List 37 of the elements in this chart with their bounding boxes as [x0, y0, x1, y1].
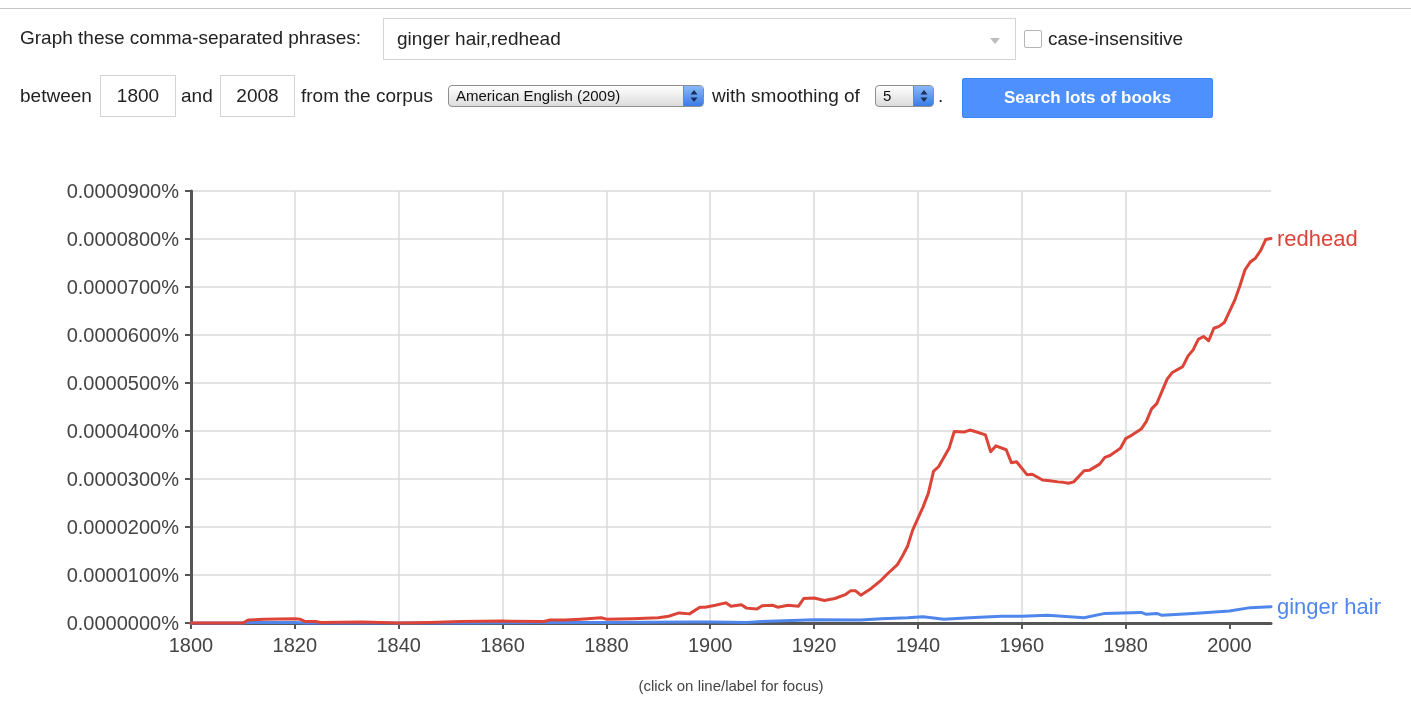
text: Graph these comma-separated phrases:	[20, 26, 362, 50]
y-tick-label: 0.0000600%	[66, 324, 180, 346]
y-tick-label: 0.0000800%	[66, 228, 180, 250]
text: between	[20, 84, 92, 108]
y-tick-label: 0.0000900%	[66, 180, 180, 202]
x-tick-label: 1960	[999, 634, 1045, 656]
x-tick-label: 1920	[791, 634, 837, 656]
search-button: Search lots of books	[962, 78, 1213, 118]
x-tick-label: 2000	[1207, 634, 1252, 656]
x-tick-label: 1880	[584, 634, 629, 656]
text-field: 2008	[220, 75, 295, 117]
dropdown: American English (2009)	[448, 85, 704, 107]
x-tick-label: 1860	[480, 634, 525, 656]
text: case-insensitive	[1048, 27, 1184, 51]
text-field: 1800	[100, 75, 176, 117]
text: from the corpus	[301, 84, 433, 108]
x-tick-label: 1800	[168, 634, 214, 656]
text: with smoothing of	[712, 84, 860, 108]
y-tick-label: 0.0000000%	[66, 612, 180, 634]
y-tick-label: 0.0000500%	[66, 372, 180, 394]
x-tick-label: 1840	[376, 634, 421, 656]
x-tick-label: 1820	[272, 634, 318, 656]
dropdown: 5	[875, 85, 934, 107]
y-tick-label: 0.0000100%	[66, 564, 180, 586]
x-tick-label: 1900	[687, 634, 733, 656]
y-tick-label: 0.0000700%	[66, 276, 180, 298]
y-tick-label: 0.0000300%	[66, 468, 180, 490]
text: and	[181, 84, 213, 108]
text-field: ginger hair,redhead	[383, 18, 1016, 60]
y-tick-label: 0.0000400%	[66, 420, 180, 442]
text: .	[938, 84, 944, 108]
x-tick-label: 1980	[1103, 634, 1148, 656]
series-label: redhead	[1277, 226, 1358, 252]
x-tick-label: 1940	[895, 634, 941, 656]
y-tick-label: 0.0000200%	[66, 516, 180, 538]
series-label: ginger hair	[1277, 594, 1381, 620]
text: (click on line/label for focus)	[637, 676, 825, 696]
